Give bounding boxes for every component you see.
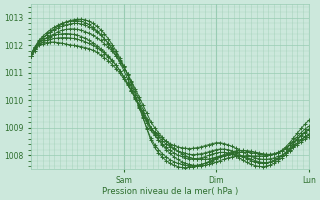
- X-axis label: Pression niveau de la mer( hPa ): Pression niveau de la mer( hPa ): [102, 187, 238, 196]
